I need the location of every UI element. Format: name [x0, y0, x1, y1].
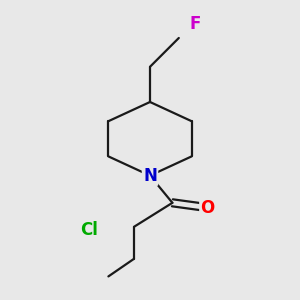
Text: Cl: Cl [80, 221, 98, 239]
Text: F: F [189, 15, 200, 33]
Text: N: N [143, 167, 157, 184]
Text: O: O [200, 199, 215, 217]
